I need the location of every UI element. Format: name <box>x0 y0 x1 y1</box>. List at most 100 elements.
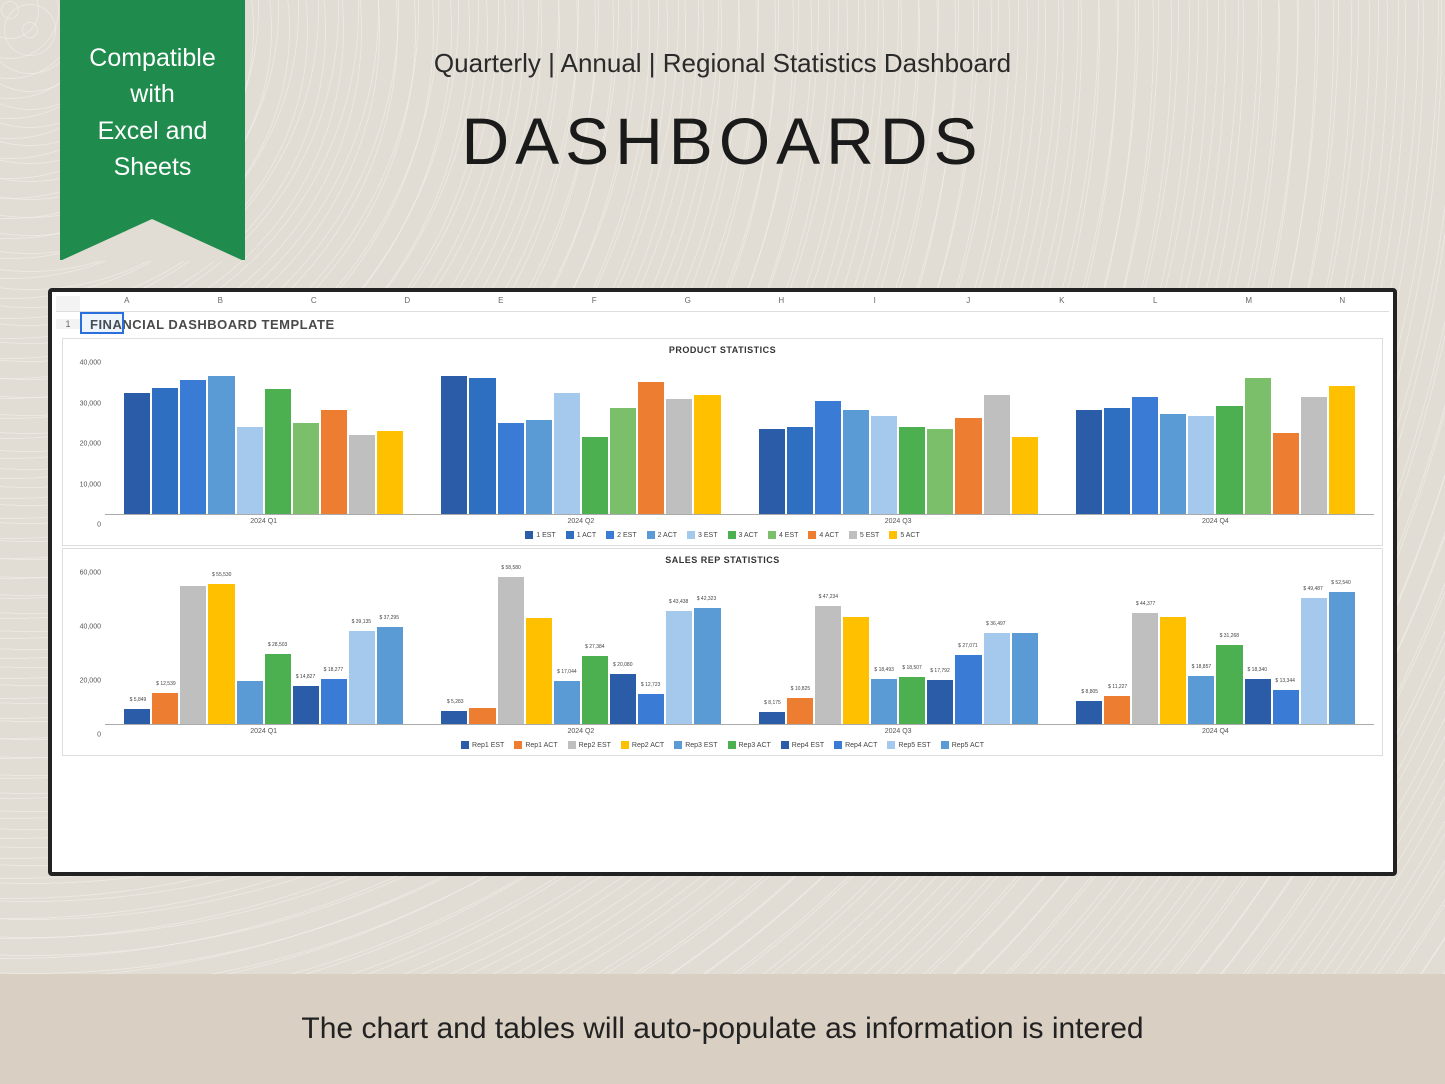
bar <box>152 693 178 724</box>
legend-swatch <box>887 741 895 749</box>
chart-title: SALES REP STATISTICS <box>71 555 1374 565</box>
bar <box>124 709 150 724</box>
ribbon-line: Sheets <box>60 149 245 185</box>
bar-cluster: $ 5,283$ 58,580$ 17,044$ 27,384$ 20,080$… <box>422 573 739 725</box>
bar <box>1188 416 1214 514</box>
bar <box>498 577 524 724</box>
col-header[interactable]: J <box>922 296 1016 311</box>
bar <box>1076 701 1102 724</box>
legend-swatch <box>566 531 574 539</box>
legend-swatch <box>768 531 776 539</box>
legend-item: 3 EST <box>687 531 717 539</box>
bar <box>526 618 552 724</box>
bar <box>610 674 636 724</box>
bar <box>237 427 263 514</box>
legend-item: 1 EST <box>525 531 555 539</box>
bar <box>1245 679 1271 724</box>
bar <box>582 656 608 724</box>
bar <box>843 617 869 724</box>
bar <box>955 418 981 514</box>
legend-item: 4 ACT <box>808 531 838 539</box>
bar <box>469 708 495 724</box>
group-label: 2024 Q1 <box>105 515 422 525</box>
col-header[interactable]: M <box>1202 296 1296 311</box>
bar-data-label: $ 49,487 <box>1303 586 1322 592</box>
col-header[interactable]: C <box>267 296 361 311</box>
col-header[interactable]: I <box>828 296 922 311</box>
bar <box>984 395 1010 514</box>
y-axis: 010,00020,00030,00040,000 <box>71 363 105 525</box>
bar <box>526 420 552 514</box>
chart-group: 2024 Q1 <box>105 363 422 525</box>
bar <box>1104 408 1130 514</box>
footer-caption: The chart and tables will auto-populate … <box>0 974 1445 1084</box>
group-label: 2024 Q4 <box>1057 515 1374 525</box>
bar <box>638 382 664 514</box>
product-stats-chart: PRODUCT STATISTICS 010,00020,00030,00040… <box>62 338 1383 546</box>
legend-item: 1 ACT <box>566 531 596 539</box>
col-header[interactable]: G <box>641 296 735 311</box>
bar-data-label: $ 44,377 <box>1136 601 1155 607</box>
bar-data-label: $ 27,071 <box>958 643 977 649</box>
legend-label: 5 ACT <box>900 532 919 539</box>
selected-cell[interactable] <box>80 312 124 334</box>
legend-swatch <box>849 531 857 539</box>
legend-item: Rep1 EST <box>461 741 504 749</box>
bar <box>1132 613 1158 724</box>
bar <box>1132 397 1158 514</box>
col-header[interactable]: H <box>735 296 829 311</box>
bar-data-label: $ 37,295 <box>380 615 399 621</box>
title-row: 1 FINANCIAL DASHBOARD TEMPLATE <box>56 312 1389 336</box>
bar <box>152 388 178 514</box>
col-header[interactable]: A <box>80 296 174 311</box>
column-headers: ABCDEFGHIJKLMN <box>56 296 1389 312</box>
bar <box>927 429 953 514</box>
bar <box>787 427 813 514</box>
bar <box>871 679 897 724</box>
bar-cluster <box>1057 363 1374 515</box>
bar <box>321 410 347 514</box>
bar <box>759 712 785 724</box>
col-header[interactable]: D <box>361 296 455 311</box>
col-header[interactable]: E <box>454 296 548 311</box>
col-header[interactable]: N <box>1296 296 1390 311</box>
bar-data-label: $ 18,493 <box>874 667 893 673</box>
bar <box>1301 397 1327 514</box>
bar-cluster: $ 8,175$ 10,825$ 47,234$ 18,493$ 18,507$… <box>740 573 1057 725</box>
bar <box>349 435 375 514</box>
legend-item: 3 ACT <box>728 531 758 539</box>
col-header[interactable]: F <box>548 296 642 311</box>
legend-item: Rep5 ACT <box>941 741 984 749</box>
ribbon-line: Excel and <box>60 113 245 149</box>
legend-label: Rep4 EST <box>792 742 824 749</box>
legend-label: 2 ACT <box>658 532 677 539</box>
bar-data-label: $ 17,044 <box>557 669 576 675</box>
bar <box>265 654 291 724</box>
legend-label: Rep2 ACT <box>632 742 664 749</box>
bar-data-label: $ 47,234 <box>819 594 838 600</box>
legend-swatch <box>647 531 655 539</box>
col-header[interactable]: K <box>1015 296 1109 311</box>
legend-label: 4 EST <box>779 532 798 539</box>
bar <box>441 711 467 724</box>
bar <box>899 427 925 514</box>
col-header[interactable]: L <box>1109 296 1203 311</box>
bar-data-label: $ 18,340 <box>1248 667 1267 673</box>
legend-swatch <box>674 741 682 749</box>
sales-rep-stats-chart: SALES REP STATISTICS 020,00040,00060,000… <box>62 548 1383 756</box>
legend-item: 5 EST <box>849 531 879 539</box>
chart-group: 2024 Q3 <box>740 363 1057 525</box>
legend-swatch <box>525 531 533 539</box>
bar <box>815 606 841 724</box>
col-header[interactable]: B <box>174 296 268 311</box>
legend-label: Rep3 EST <box>685 742 717 749</box>
legend-label: Rep2 EST <box>579 742 611 749</box>
bar-data-label: $ 12,723 <box>641 682 660 688</box>
chart-legend: Rep1 ESTRep1 ACTRep2 ESTRep2 ACTRep3 EST… <box>71 735 1374 751</box>
bar-cluster <box>740 363 1057 515</box>
bar-data-label: $ 5,849 <box>130 697 147 703</box>
bar <box>237 681 263 724</box>
spreadsheet-frame: ABCDEFGHIJKLMN 1 FINANCIAL DASHBOARD TEM… <box>48 288 1397 876</box>
chart-group: $ 5,283$ 58,580$ 17,044$ 27,384$ 20,080$… <box>422 573 739 735</box>
legend-swatch <box>568 741 576 749</box>
